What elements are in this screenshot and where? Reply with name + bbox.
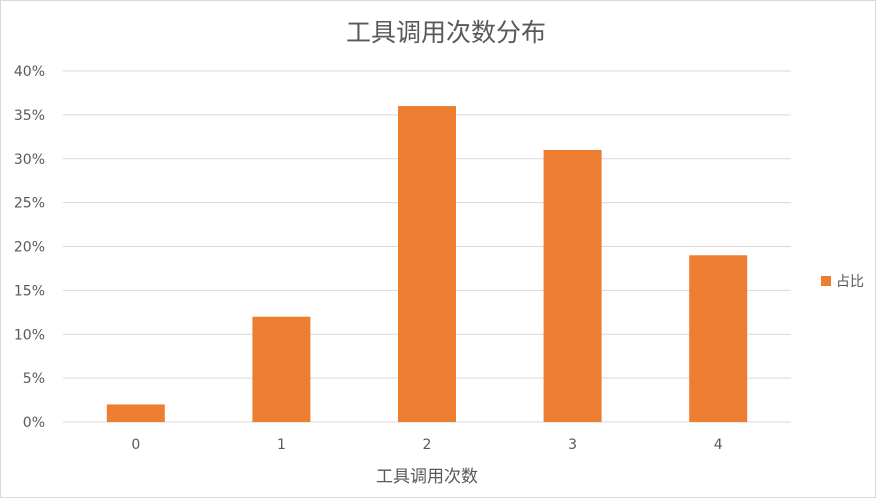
y-tick-label: 40% <box>14 64 45 80</box>
bar-0 <box>106 404 165 422</box>
y-tick-label: 15% <box>14 283 45 299</box>
y-tick-label: 20% <box>14 240 45 256</box>
x-axis-labels: 0 1 2 3 4 <box>131 437 722 453</box>
chart-title: 工具调用次数分布 <box>346 18 546 47</box>
bar-1 <box>252 316 311 422</box>
y-tick-label: 25% <box>14 196 45 212</box>
legend-label: 占比 <box>836 274 864 290</box>
x-axis-title: 工具调用次数 <box>376 467 478 487</box>
y-tick-label: 10% <box>14 327 45 343</box>
x-tick-label: 0 <box>131 437 140 453</box>
bar-2 <box>398 106 456 422</box>
legend-swatch <box>821 276 831 286</box>
x-tick-label: 1 <box>277 437 286 453</box>
y-tick-label: 0% <box>23 415 45 431</box>
y-tick-label: 5% <box>23 371 45 387</box>
y-tick-label: 35% <box>14 108 45 124</box>
y-tick-label: 30% <box>14 152 45 168</box>
bar-4 <box>689 255 748 422</box>
y-axis-labels: 0% 5% 10% 15% 20% 25% 30% 35% 40% <box>14 64 45 431</box>
bars <box>106 106 748 422</box>
x-tick-label: 4 <box>714 437 723 453</box>
x-tick-label: 2 <box>423 437 432 453</box>
x-tick-label: 3 <box>568 437 577 453</box>
bar-3 <box>543 149 602 422</box>
legend: 占比 <box>821 274 864 290</box>
